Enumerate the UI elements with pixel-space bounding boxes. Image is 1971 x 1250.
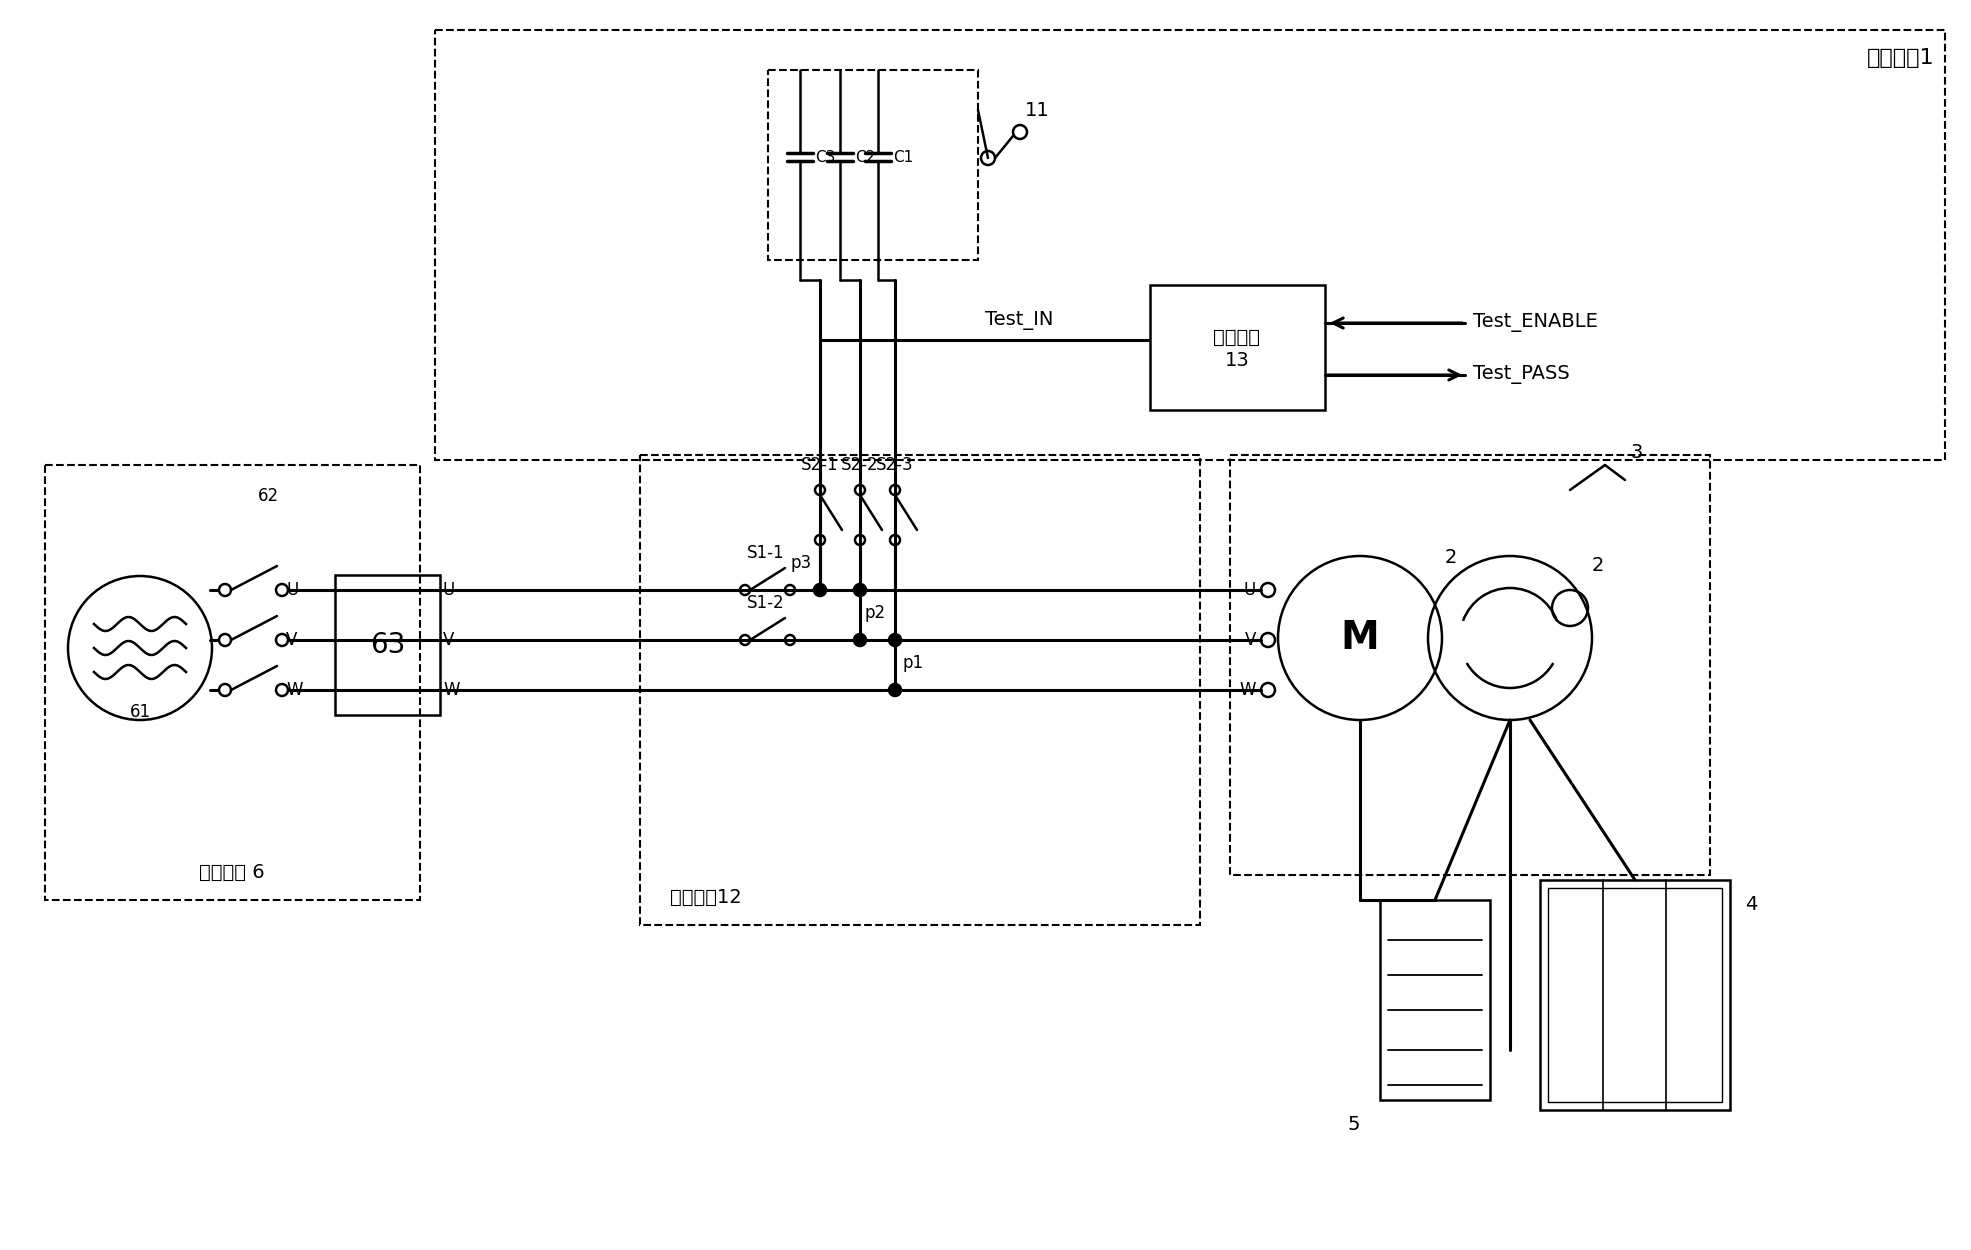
Bar [641, 455, 1200, 925]
Text: V: V [443, 631, 455, 649]
Text: 5: 5 [1348, 1115, 1360, 1134]
Bar [436, 30, 1945, 460]
Text: 检测部件: 检测部件 [1214, 328, 1261, 346]
Circle shape [814, 584, 826, 596]
Text: p1: p1 [903, 654, 924, 672]
Text: 2: 2 [1593, 556, 1604, 575]
Bar [1230, 455, 1711, 875]
Text: S2-2: S2-2 [842, 456, 879, 474]
Text: p3: p3 [790, 554, 812, 572]
Text: 62: 62 [258, 488, 278, 505]
Text: 13: 13 [1224, 351, 1250, 370]
Text: C3: C3 [814, 150, 836, 165]
Text: S2-3: S2-3 [877, 456, 915, 474]
Text: 63: 63 [371, 631, 406, 659]
Text: Test_PASS: Test_PASS [1472, 365, 1569, 385]
Text: 2: 2 [1445, 548, 1457, 568]
Text: S2-1: S2-1 [800, 456, 840, 474]
Text: U: U [286, 581, 298, 599]
Circle shape [853, 634, 865, 646]
Circle shape [889, 684, 901, 696]
Bar [1539, 880, 1731, 1110]
Text: M: M [1340, 619, 1380, 658]
Text: U: U [1244, 581, 1256, 599]
Circle shape [853, 584, 865, 596]
Text: 驱动电路 6: 驱动电路 6 [199, 862, 264, 882]
Bar [335, 575, 440, 715]
Bar [1149, 285, 1325, 410]
Text: 控制装置1: 控制装置1 [1867, 48, 1936, 68]
Text: V: V [1244, 631, 1256, 649]
Text: W: W [443, 681, 459, 699]
Text: p2: p2 [865, 604, 887, 622]
Text: C1: C1 [893, 150, 913, 165]
Circle shape [889, 634, 901, 646]
Text: S1-2: S1-2 [747, 594, 784, 612]
Bar [1380, 900, 1490, 1100]
Text: 61: 61 [130, 703, 150, 721]
Bar [45, 465, 420, 900]
Bar [769, 70, 978, 260]
Text: 3: 3 [1630, 442, 1642, 462]
Text: V: V [286, 631, 298, 649]
Text: Test_ENABLE: Test_ENABLE [1472, 314, 1598, 332]
Text: 11: 11 [1025, 101, 1051, 120]
Text: Test_IN: Test_IN [986, 311, 1053, 330]
Bar [1547, 888, 1723, 1102]
Text: 切换部件12: 切换部件12 [670, 888, 741, 908]
Text: S1-1: S1-1 [747, 544, 784, 562]
Text: 4: 4 [1744, 895, 1758, 914]
Text: W: W [1240, 681, 1256, 699]
Text: W: W [286, 681, 302, 699]
Text: U: U [443, 581, 455, 599]
Text: C2: C2 [855, 150, 875, 165]
